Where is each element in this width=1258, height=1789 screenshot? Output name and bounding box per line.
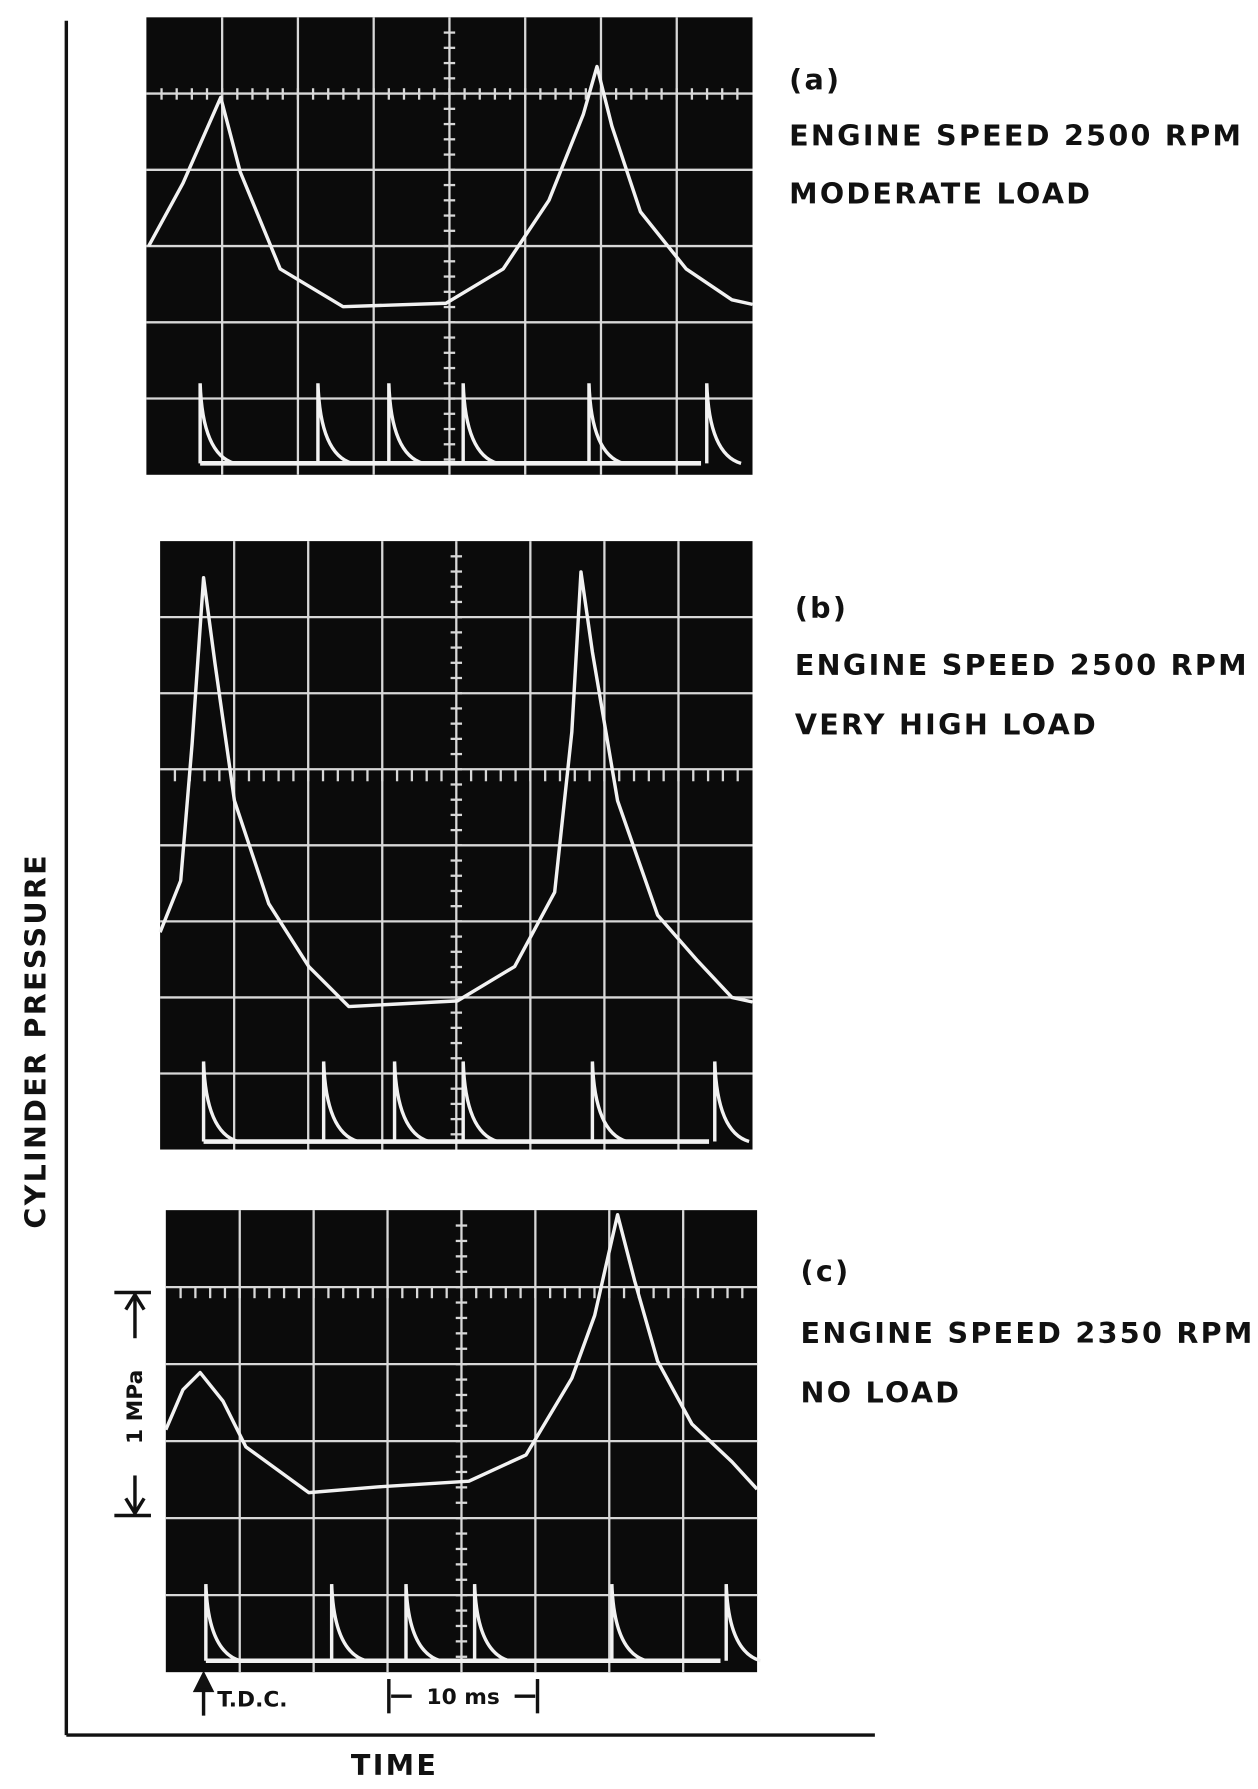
tdc-marker-pulse [587,383,624,465]
panel-caption: ENGINE SPEED 2500 RPM [789,118,1243,152]
pressure-scale-bar [114,1290,151,1518]
y-axis-label: CYLINDER PRESSURE [19,853,53,1229]
tdc-marker-pulse [198,383,236,465]
tdc-marker-pulse [713,1061,750,1144]
oscilloscope-panel [146,17,753,475]
pressure-trace [147,64,753,309]
panel-caption: ENGINE SPEED 2350 RPM [801,1316,1255,1350]
pressure-trace [164,1213,759,1495]
tdc-marker-pulse [705,383,742,465]
tdc-label: T.D.C. [217,1687,287,1712]
tdc-marker-pulse [404,1584,441,1663]
panel-caption: NO LOAD [801,1375,962,1409]
panel-caption: MODERATE LOAD [789,177,1092,211]
x-axis-label: TIME [351,1748,438,1782]
tdc-marker-pulse [316,383,353,465]
tdc-marker-pulse [204,1584,241,1663]
tdc-marker-pulse [387,383,424,465]
tdc-marker-pulse [472,1584,510,1663]
panel-caption: ENGINE SPEED 2500 RPM [795,648,1249,682]
time-scale-bar [387,1679,540,1714]
oscilloscope-panel [164,1210,762,1673]
tdc-marker-pulse [461,1061,499,1144]
tdc-marker-pulse [724,1584,762,1663]
oscilloscope-panel [158,541,753,1150]
tdc-arrow [192,1670,215,1716]
tdc-marker-pulse [610,1584,647,1663]
tdc-marker-pulse [461,383,499,465]
panel-caption: VERY HIGH LOAD [795,707,1098,741]
panel-label: (c) [801,1254,851,1288]
time-scale-label: 10 ms [427,1685,500,1710]
tdc-marker-pulse [201,1061,239,1144]
panel-label: (a) [789,62,841,96]
pressure-scale-label: 1 MPa [123,1370,148,1444]
pressure-trace [158,570,753,1009]
panel-label: (b) [795,591,848,625]
tdc-marker-pulse [392,1061,430,1144]
tdc-marker-pulse [590,1061,628,1144]
tdc-marker-pulse [329,1584,367,1663]
tdc-marker-pulse [321,1061,359,1144]
